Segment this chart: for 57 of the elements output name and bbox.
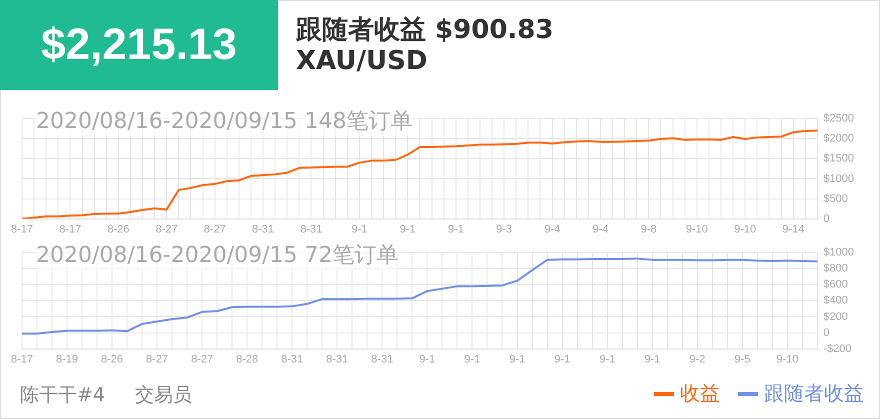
x-tick-label: 9-10 <box>776 353 798 366</box>
y-tick-label: $400 <box>823 294 848 307</box>
x-tick-label: 9-8 <box>640 223 657 236</box>
y-tick-label: $500 <box>823 192 848 205</box>
y-tick-label: $2000 <box>823 132 854 145</box>
x-tick-label: 8-17 <box>10 223 34 236</box>
x-tick-label: 9-1 <box>448 223 464 236</box>
y-tick-label: $1000 <box>823 172 854 185</box>
y-tick-label: 0 <box>823 212 830 225</box>
x-tick-label: 8-26 <box>101 353 124 366</box>
x-tick-label: 8-27 <box>191 353 214 366</box>
x-tick-label: 8-17 <box>59 223 82 236</box>
chart-title: 2020/08/16-2020/09/15 148笔订单 <box>36 106 413 136</box>
legend-label: 收益 <box>680 380 720 407</box>
x-tick-label: 8-31 <box>252 223 274 236</box>
y-tick-label: $1500 <box>823 152 854 165</box>
x-tick-label: 9-4 <box>592 223 608 236</box>
y-tick-label: $1000 <box>823 246 854 259</box>
text: 跟随者收益 $900.83 <box>296 14 554 47</box>
y-tick-label: $600 <box>823 278 848 291</box>
x-tick-label: 9-4 <box>544 223 560 236</box>
x-tick-label: 8-27 <box>146 353 168 366</box>
x-tick-label: 9-1 <box>554 353 570 366</box>
x-tick-label: 9-14 <box>782 223 804 236</box>
x-tick-label: 9-1 <box>400 223 416 236</box>
x-tick-label: 9-1 <box>464 353 480 366</box>
x-tick-label: 9-10 <box>686 223 708 236</box>
text: 交易员 <box>135 384 192 406</box>
y-tick-label: 0 <box>823 326 830 339</box>
x-tick-label: 9-2 <box>689 353 706 366</box>
x-tick-label: 9-1 <box>644 353 660 366</box>
x-tick-label: 8-27 <box>204 223 226 236</box>
text: $2,215.13 <box>0 0 278 90</box>
y-tick-label: $800 <box>823 262 848 275</box>
x-tick-label: 8-31 <box>371 353 394 366</box>
x-tick-label: 9-1 <box>419 353 436 366</box>
x-tick-label: 8-26 <box>107 223 130 236</box>
x-tick-label: 9-1 <box>351 223 368 236</box>
y-tick-label: $2500 <box>823 112 854 125</box>
x-tick-label: 9-5 <box>734 353 750 366</box>
x-tick-label: 9-10 <box>734 223 756 236</box>
x-tick-label: 8-31 <box>300 223 322 236</box>
y-tick-label: -$200 <box>823 342 852 355</box>
text: 陈干干#4 <box>20 384 106 406</box>
x-tick-label: 8-17 <box>10 353 34 366</box>
chart-title: 2020/08/16-2020/09/15 72笔订单 <box>36 240 399 270</box>
legend-label: 跟随者收益 <box>764 380 864 407</box>
x-tick-label: 9-1 <box>509 353 526 366</box>
x-tick-label: 8-28 <box>236 353 258 366</box>
x-tick-label: 9-3 <box>496 223 512 236</box>
x-tick-label: 9-1 <box>599 353 616 366</box>
x-tick-label: 8-31 <box>326 353 348 366</box>
x-tick-label: 8-27 <box>156 223 178 236</box>
x-tick-label: 8-19 <box>56 353 78 366</box>
x-tick-label: 8-31 <box>281 353 304 366</box>
y-tick-label: $200 <box>823 310 848 323</box>
text: XAU/USD <box>296 46 428 76</box>
